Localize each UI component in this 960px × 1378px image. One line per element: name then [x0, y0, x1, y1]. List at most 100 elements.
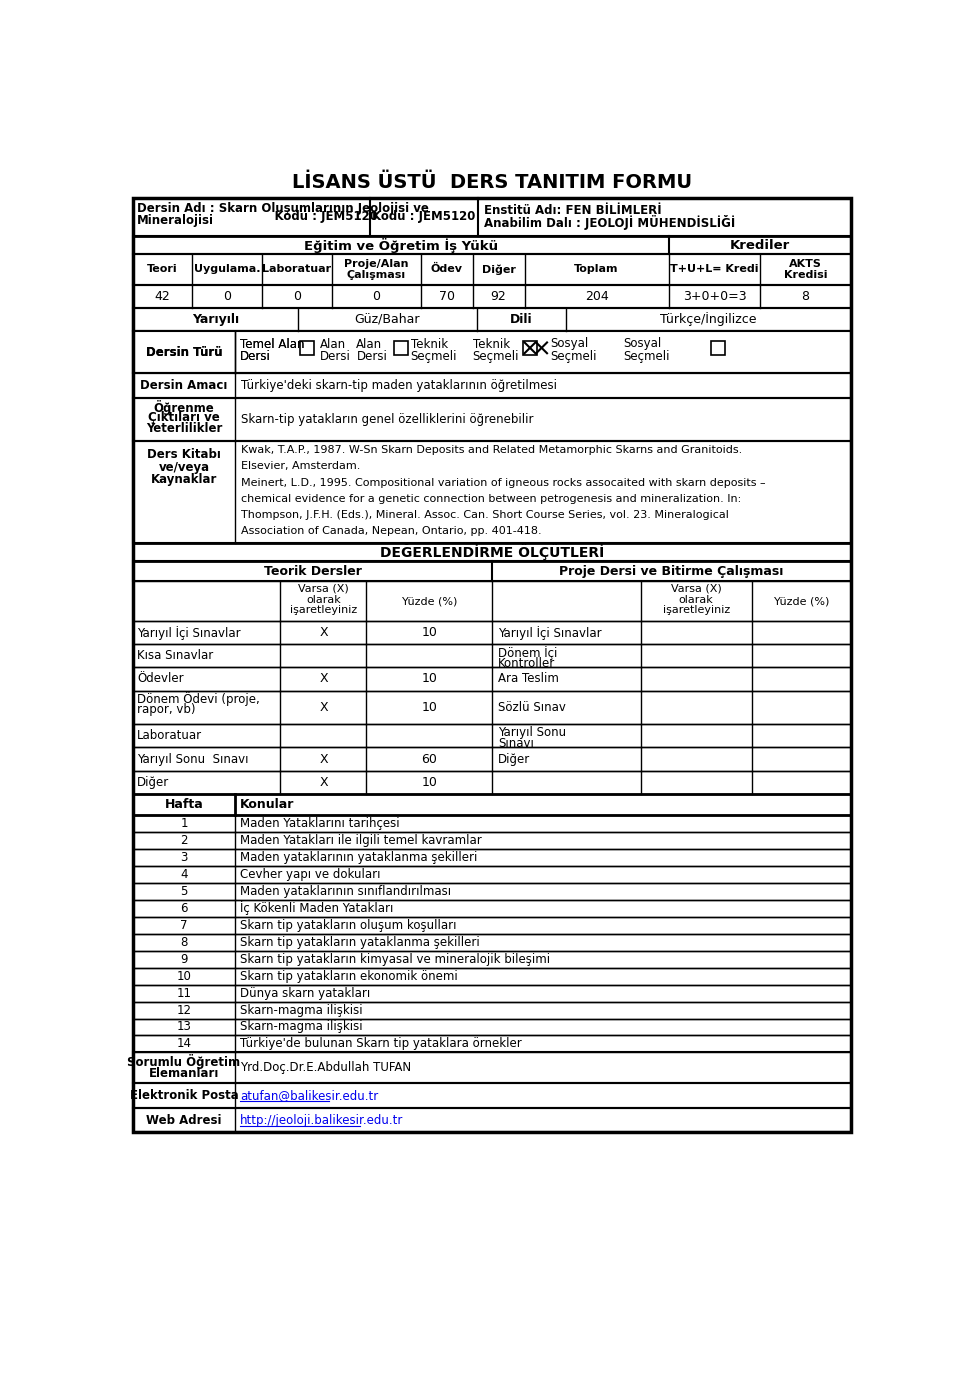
- Bar: [133, 967, 851, 985]
- Bar: [133, 1053, 851, 1083]
- Text: Çıktıları ve: Çıktıları ve: [148, 412, 220, 424]
- Text: işaretleyiniz: işaretleyiniz: [662, 605, 730, 616]
- Text: 14: 14: [177, 1038, 191, 1050]
- Text: Yrd.Doç.Dr.E.Abdullah TUFAN: Yrd.Doç.Dr.E.Abdullah TUFAN: [240, 1061, 411, 1075]
- Bar: [133, 794, 851, 816]
- Text: Yüzde (%): Yüzde (%): [401, 597, 457, 606]
- Text: Dünya skarn yatakları: Dünya skarn yatakları: [240, 987, 371, 999]
- Text: 5: 5: [180, 885, 187, 898]
- Text: Kodu : JEM5120: Kodu : JEM5120: [372, 211, 475, 223]
- Text: Yarıyılı: Yarıyılı: [192, 313, 239, 325]
- Text: İç Kökenli Maden Yatakları: İç Kökenli Maden Yatakları: [240, 901, 394, 915]
- Bar: [133, 747, 851, 770]
- Text: 8: 8: [802, 289, 809, 303]
- Bar: [133, 398, 851, 441]
- Text: Laboratuar: Laboratuar: [262, 265, 331, 274]
- Text: Teorik Dersler: Teorik Dersler: [264, 565, 362, 577]
- Text: Varsa (X): Varsa (X): [671, 584, 722, 594]
- Bar: [133, 197, 851, 1133]
- Text: 8: 8: [180, 936, 187, 949]
- Text: Yüzde (%): Yüzde (%): [774, 597, 828, 606]
- Text: Dönem Ödevi (proje,: Dönem Ödevi (proje,: [137, 692, 260, 706]
- Text: 0: 0: [293, 289, 300, 303]
- Text: 60: 60: [421, 752, 437, 766]
- Text: Alan: Alan: [320, 338, 346, 350]
- Text: atufan@balikesir.edu.tr: atufan@balikesir.edu.tr: [240, 1089, 378, 1102]
- Text: 10: 10: [421, 776, 437, 788]
- Text: Cevher yapı ve dokuları: Cevher yapı ve dokuları: [240, 868, 380, 881]
- Text: Meinert, L.D., 1995. Compositional variation of igneous rocks assocaited with sk: Meinert, L.D., 1995. Compositional varia…: [241, 478, 765, 488]
- Text: 3: 3: [180, 852, 187, 864]
- Bar: [133, 770, 851, 794]
- Text: Türkiye'de bulunan Skarn tip yataklara örnekler: Türkiye'de bulunan Skarn tip yataklara ö…: [240, 1038, 522, 1050]
- Text: Hafta: Hafta: [164, 798, 204, 812]
- Text: olarak: olarak: [306, 595, 341, 605]
- Text: Krediler: Krediler: [730, 238, 790, 252]
- Text: Temel Alan: Temel Alan: [240, 338, 304, 350]
- Text: işaretleyiniz: işaretleyiniz: [290, 605, 357, 616]
- Bar: [133, 832, 851, 849]
- Bar: [133, 307, 851, 331]
- Text: olarak: olarak: [679, 595, 713, 605]
- Text: Anabilim Dalı : JEOLOJİ MÜHENDİSLİĞİ: Anabilim Dalı : JEOLOJİ MÜHENDİSLİĞİ: [484, 215, 735, 230]
- Text: Proje Dersi ve Bitirme Çalışması: Proje Dersi ve Bitirme Çalışması: [560, 565, 783, 577]
- Bar: [133, 916, 851, 934]
- Text: Alan: Alan: [356, 338, 382, 350]
- Text: http://jeoloji.balikesir.edu.tr: http://jeoloji.balikesir.edu.tr: [240, 1113, 403, 1127]
- Bar: [133, 951, 851, 967]
- Text: Eğitim ve Öğretim İş Yükü: Eğitim ve Öğretim İş Yükü: [304, 237, 498, 252]
- Bar: [133, 543, 851, 561]
- Bar: [133, 725, 851, 747]
- Bar: [133, 621, 851, 645]
- Text: Yarıyıl Sonu: Yarıyıl Sonu: [498, 726, 566, 740]
- Text: Yarıyıl Sonu  Sınavı: Yarıyıl Sonu Sınavı: [137, 752, 249, 766]
- Text: Seçmeli: Seçmeli: [411, 350, 457, 362]
- Text: Dersi: Dersi: [240, 350, 271, 362]
- Text: Skarn tip yatakların ekonomik önemi: Skarn tip yatakların ekonomik önemi: [240, 970, 458, 983]
- Text: T+U+L= Kredi: T+U+L= Kredi: [670, 265, 758, 274]
- Text: Varsa (X): Varsa (X): [298, 584, 348, 594]
- Text: 0: 0: [372, 289, 380, 303]
- Text: 92: 92: [491, 289, 507, 303]
- Bar: [523, 340, 537, 354]
- Bar: [133, 1035, 851, 1053]
- Bar: [412, 340, 426, 354]
- Bar: [535, 340, 548, 354]
- Text: 2: 2: [180, 834, 188, 847]
- Text: Konular: Konular: [240, 798, 295, 812]
- Text: Skarn tip yatakların kimyasal ve mineralojik bileşimi: Skarn tip yatakların kimyasal ve mineral…: [240, 952, 550, 966]
- Text: Skarn tip yatakların oluşum koşulları: Skarn tip yatakların oluşum koşulları: [240, 919, 457, 932]
- Text: ve/veya: ve/veya: [158, 460, 209, 474]
- Bar: [133, 197, 851, 236]
- Text: Kaynaklar: Kaynaklar: [151, 473, 217, 486]
- Text: Ödevler: Ödevler: [137, 672, 183, 685]
- Text: Sorumlu Öğretim: Sorumlu Öğretim: [128, 1054, 241, 1069]
- Text: Yarıyıl İçi Sınavlar: Yarıyıl İçi Sınavlar: [137, 626, 241, 639]
- Text: X: X: [319, 776, 327, 788]
- Text: Ders Kitabı: Ders Kitabı: [147, 448, 221, 462]
- Text: chemical evidence for a genetic connection between petrogenesis and mineralizati: chemical evidence for a genetic connecti…: [241, 493, 741, 504]
- Text: Skarn-tip yatakların genel özelliklerini öğrenebilir: Skarn-tip yatakların genel özelliklerini…: [241, 413, 534, 426]
- Text: Dersin Türü: Dersin Türü: [146, 346, 222, 358]
- Bar: [395, 340, 408, 354]
- Text: 7: 7: [180, 919, 188, 932]
- Text: Seçmeli: Seçmeli: [550, 350, 596, 362]
- Text: Temel Alan: Temel Alan: [240, 338, 304, 350]
- Text: Seçmeli: Seçmeli: [472, 350, 519, 362]
- Text: Thompson, J.F.H. (Eds.), Mineral. Assoc. Can. Short Course Series, vol. 23. Mine: Thompson, J.F.H. (Eds.), Mineral. Assoc.…: [241, 510, 729, 520]
- Bar: [134, 332, 850, 372]
- Bar: [133, 900, 851, 916]
- Text: Diğer: Diğer: [137, 776, 169, 788]
- Text: Kontroller: Kontroller: [498, 657, 556, 670]
- Text: AKTS: AKTS: [789, 259, 822, 269]
- Text: Diğer: Diğer: [498, 752, 531, 766]
- Text: Sınavı: Sınavı: [498, 737, 534, 750]
- Text: Kwak, T.A.P., 1987. W-Sn Skarn Deposits and Related Metamorphic Skarns and Grani: Kwak, T.A.P., 1987. W-Sn Skarn Deposits …: [241, 445, 742, 455]
- Bar: [133, 254, 851, 285]
- Text: Elsevier, Amsterdam.: Elsevier, Amsterdam.: [241, 462, 360, 471]
- Bar: [133, 816, 851, 832]
- Text: Skarn-magma ilişkisi: Skarn-magma ilişkisi: [240, 1021, 363, 1034]
- Text: 13: 13: [177, 1021, 191, 1034]
- Text: Sosyal: Sosyal: [624, 338, 662, 350]
- Text: Kodu : JEM5120: Kodu : JEM5120: [257, 211, 377, 223]
